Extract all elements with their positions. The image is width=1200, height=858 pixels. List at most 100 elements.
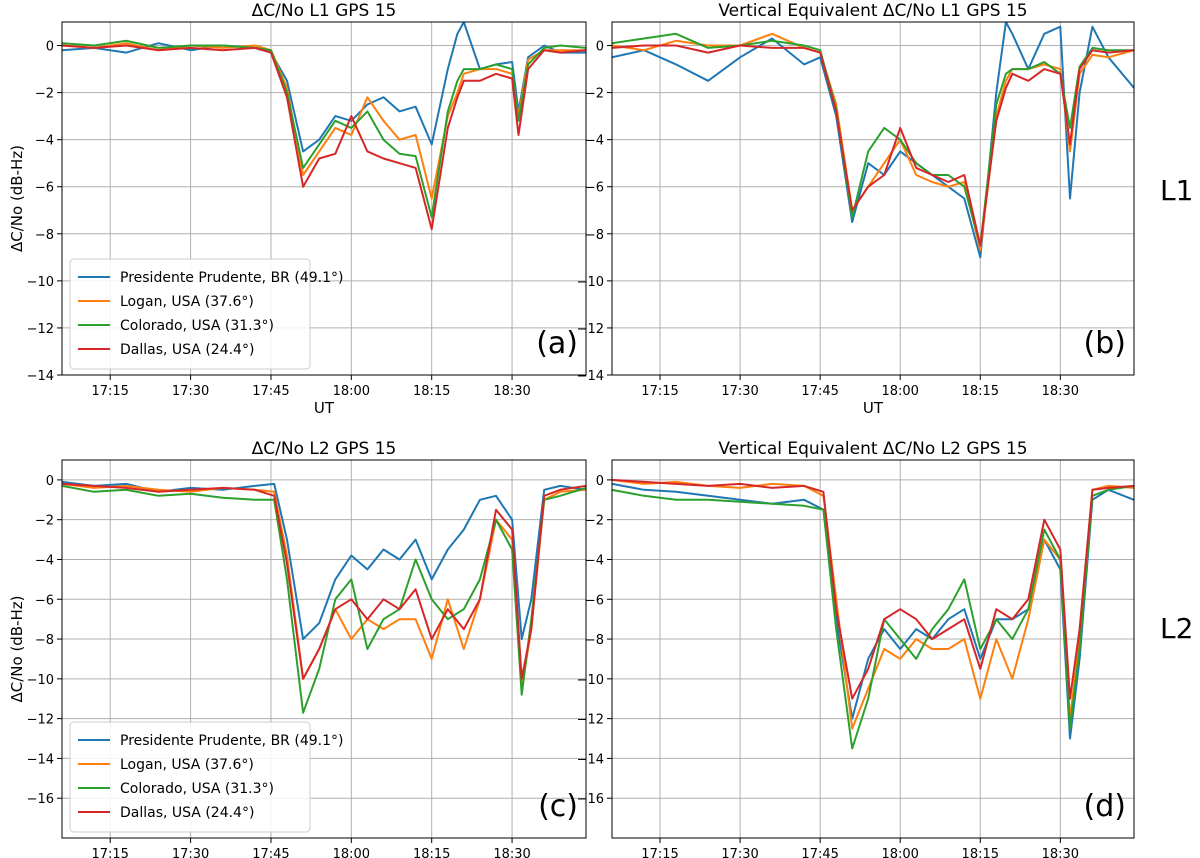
series-line-3 xyxy=(612,44,1134,247)
series-line-2 xyxy=(62,484,586,714)
axes-frame xyxy=(61,459,587,839)
panel-a: 17:15 17:30 17:45 18:00 18:15 18:30 −14 −12 −10 −… xyxy=(8,1,587,417)
panel-label: (b) xyxy=(1084,326,1126,361)
y-tick-label: −8 xyxy=(35,228,54,243)
y-tick-label: −6 xyxy=(585,181,604,196)
x-tick-label: 17:15 xyxy=(641,847,678,858)
x-tick-label: 18:00 xyxy=(333,384,370,399)
y-tick-label: −12 xyxy=(27,322,54,337)
axes-frame xyxy=(611,459,1135,839)
y-tick-label: −16 xyxy=(577,792,604,807)
y-tick-label: −2 xyxy=(35,87,54,102)
x-tick-label: 17:30 xyxy=(721,384,758,399)
series-line-1 xyxy=(62,42,586,200)
x-axis-label: UT xyxy=(863,399,884,417)
panel-c: 17:15 17:30 17:45 18:00 18:15 18:30 −16 −14 −12 −… xyxy=(8,439,587,858)
x-tick-label: 17:30 xyxy=(721,847,758,858)
y-tick-label: −4 xyxy=(585,134,604,149)
y-tick-label: −14 xyxy=(27,369,54,384)
y-tick-label: −16 xyxy=(27,792,54,807)
series-line-1 xyxy=(612,32,1134,252)
series-line-1 xyxy=(62,482,586,690)
legend-entry-0: Presidente Prudente, BR (49.1°) xyxy=(120,270,343,286)
x-tick-label: 18:15 xyxy=(962,384,999,399)
y-tick-label: −6 xyxy=(35,593,54,608)
y-tick-label: −12 xyxy=(577,713,604,728)
y-tick-label: −10 xyxy=(577,673,604,688)
x-axis-label: UT xyxy=(314,399,335,417)
y-tick-label: −12 xyxy=(27,713,54,728)
row-label-l1: L1 xyxy=(1160,174,1193,207)
x-tick-label: 17:30 xyxy=(172,384,209,399)
y-tick-label: −8 xyxy=(35,633,54,648)
series-line-0 xyxy=(62,22,586,153)
x-tick-label: 17:45 xyxy=(801,384,838,399)
panel-label: (c) xyxy=(538,789,578,824)
x-tick-label: 18:15 xyxy=(413,847,450,858)
x-tick-label: 18:00 xyxy=(881,384,918,399)
series-line-0 xyxy=(62,480,586,641)
series-line-2 xyxy=(62,39,586,219)
y-tick-label: −8 xyxy=(585,228,604,243)
y-axis-label: ΔC/No (dB-Hz) xyxy=(8,145,26,252)
panel-title: Vertical Equivalent ΔC/No L1 GPS 15 xyxy=(718,1,1027,21)
y-tick-label: −6 xyxy=(585,593,604,608)
legend-entry-2: Colorado, USA (31.3°) xyxy=(120,318,274,334)
axes-frame xyxy=(611,21,1135,376)
x-tick-label: 18:00 xyxy=(881,847,918,858)
x-tick-label: 17:45 xyxy=(252,384,289,399)
x-tick-label: 18:30 xyxy=(493,384,530,399)
x-tick-label: 18:15 xyxy=(413,384,450,399)
panel-title: ΔC/No L2 GPS 15 xyxy=(252,439,397,459)
legend: Presidente Prudente, BR (49.1°) Logan, US… xyxy=(69,258,343,370)
panel-title: Vertical Equivalent ΔC/No L2 GPS 15 xyxy=(718,439,1027,459)
y-tick-label: −12 xyxy=(577,322,604,337)
series-line-0 xyxy=(612,482,1134,740)
legend-box xyxy=(69,721,311,833)
x-tick-label: 17:45 xyxy=(801,847,838,858)
x-tick-label: 17:45 xyxy=(252,847,289,858)
y-tick-label: −2 xyxy=(585,87,604,102)
y-tick-label: −10 xyxy=(577,275,604,290)
y-tick-label: 0 xyxy=(596,474,604,489)
panel-label: (a) xyxy=(536,326,578,361)
y-tick-label: −2 xyxy=(35,514,54,529)
x-tick-label: 18:30 xyxy=(1042,384,1079,399)
x-tick-label: 18:30 xyxy=(493,847,530,858)
legend-entry-1: Logan, USA (37.6°) xyxy=(120,757,254,773)
legend-entry-3: Dallas, USA (24.4°) xyxy=(120,805,254,821)
x-tick-label: 18:00 xyxy=(333,847,370,858)
x-tick-label: 17:15 xyxy=(91,384,128,399)
legend-entry-2: Colorado, USA (31.3°) xyxy=(120,781,274,797)
y-axis-label: ΔC/No (dB-Hz) xyxy=(8,595,26,702)
x-tick-label: 17:30 xyxy=(172,847,209,858)
panel-d: 17:15 17:30 17:45 18:00 18:15 18:30 −16 −14 −12 −… xyxy=(577,439,1135,858)
y-tick-label: 0 xyxy=(46,40,54,55)
legend-entry-0: Presidente Prudente, BR (49.1°) xyxy=(120,733,343,749)
series-line-1 xyxy=(612,478,1134,730)
y-tick-label: −14 xyxy=(27,752,54,767)
y-tick-label: −2 xyxy=(585,514,604,529)
y-tick-label: −10 xyxy=(27,673,54,688)
legend: Presidente Prudente, BR (49.1°) Logan, US… xyxy=(69,721,343,833)
legend-entry-3: Dallas, USA (24.4°) xyxy=(120,342,254,358)
axes-frame xyxy=(61,21,587,376)
y-tick-label: −4 xyxy=(35,553,54,568)
y-tick-label: −14 xyxy=(577,752,604,767)
series-line-3 xyxy=(62,44,586,231)
series-line-3 xyxy=(612,478,1134,700)
x-tick-label: 18:15 xyxy=(962,847,999,858)
x-tick-label: 18:30 xyxy=(1042,847,1079,858)
y-tick-label: −14 xyxy=(577,369,604,384)
y-tick-label: 0 xyxy=(596,40,604,55)
series-line-2 xyxy=(612,484,1134,750)
legend-entry-1: Logan, USA (37.6°) xyxy=(120,294,254,310)
y-tick-label: 0 xyxy=(46,474,54,489)
y-tick-label: −8 xyxy=(585,633,604,648)
y-tick-label: −4 xyxy=(35,134,54,149)
legend-box xyxy=(69,258,311,370)
panel-b: 17:15 17:30 17:45 18:00 18:15 18:30 −14 −12 −10 −… xyxy=(577,1,1135,417)
panel-label: (d) xyxy=(1084,789,1126,824)
series-line-3 xyxy=(62,482,586,680)
